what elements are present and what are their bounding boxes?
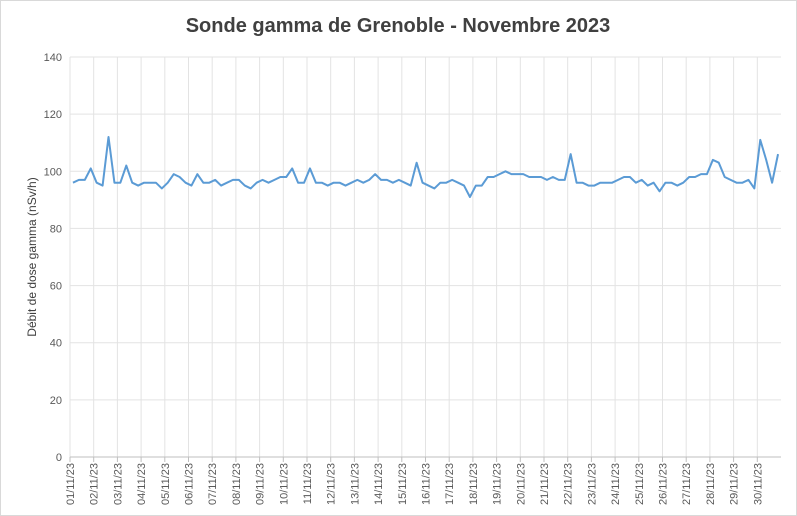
x-tick-label: 22/11/23: [563, 463, 575, 505]
x-tick-label: 24/11/23: [610, 463, 622, 505]
x-tick-label: 15/11/23: [397, 463, 409, 505]
y-tick-label: 40: [50, 338, 62, 350]
chart-title: Sonde gamma de Grenoble - Novembre 2023: [186, 15, 611, 37]
y-tick-label: 80: [50, 223, 62, 235]
x-tick-label: 03/11/23: [112, 463, 124, 505]
y-tick-label: 60: [50, 281, 62, 293]
y-axis-label: Débit de dose gamma (nSv/h): [25, 177, 39, 336]
x-tick-label: 05/11/23: [160, 463, 172, 505]
y-tick-label: 0: [56, 452, 62, 464]
x-tick-label: 12/11/23: [326, 463, 338, 505]
x-tick-label: 18/11/23: [468, 463, 480, 505]
x-tick-label: 23/11/23: [586, 463, 598, 505]
x-tick-label: 19/11/23: [492, 463, 504, 505]
data-line: [72, 136, 780, 198]
x-tick-label: 20/11/23: [515, 463, 527, 505]
x-tick-label: 21/11/23: [539, 463, 551, 505]
x-tick-label: 30/11/23: [752, 463, 764, 505]
x-tick-label: 17/11/23: [444, 463, 456, 505]
y-tick-label: 120: [44, 109, 62, 121]
y-tick-label: 20: [50, 395, 62, 407]
x-tick-label: 27/11/23: [681, 463, 693, 505]
x-tick-label: 14/11/23: [373, 463, 385, 505]
x-tick-label: 13/11/23: [349, 463, 361, 505]
x-tick-label: 26/11/23: [658, 463, 670, 505]
x-tick-label: 28/11/23: [705, 463, 717, 505]
y-tick-label: 100: [44, 166, 62, 178]
y-tick-label: 140: [44, 52, 62, 64]
x-tick-label: 16/11/23: [421, 463, 433, 505]
x-tick-label: 11/11/23: [302, 463, 314, 504]
x-tick-label: 09/11/23: [255, 463, 267, 505]
x-tick-label: 02/11/23: [89, 463, 101, 505]
x-tick-label: 04/11/23: [136, 463, 148, 505]
x-tick-label: 07/11/23: [207, 463, 219, 505]
x-tick-label: 01/11/23: [65, 463, 77, 505]
x-tick-label: 29/11/23: [729, 463, 741, 505]
x-tick-label: 08/11/23: [231, 463, 243, 505]
x-tick-label: 06/11/23: [184, 463, 196, 505]
x-tick-label: 10/11/23: [278, 463, 290, 505]
x-tick-label: 25/11/23: [634, 463, 646, 505]
